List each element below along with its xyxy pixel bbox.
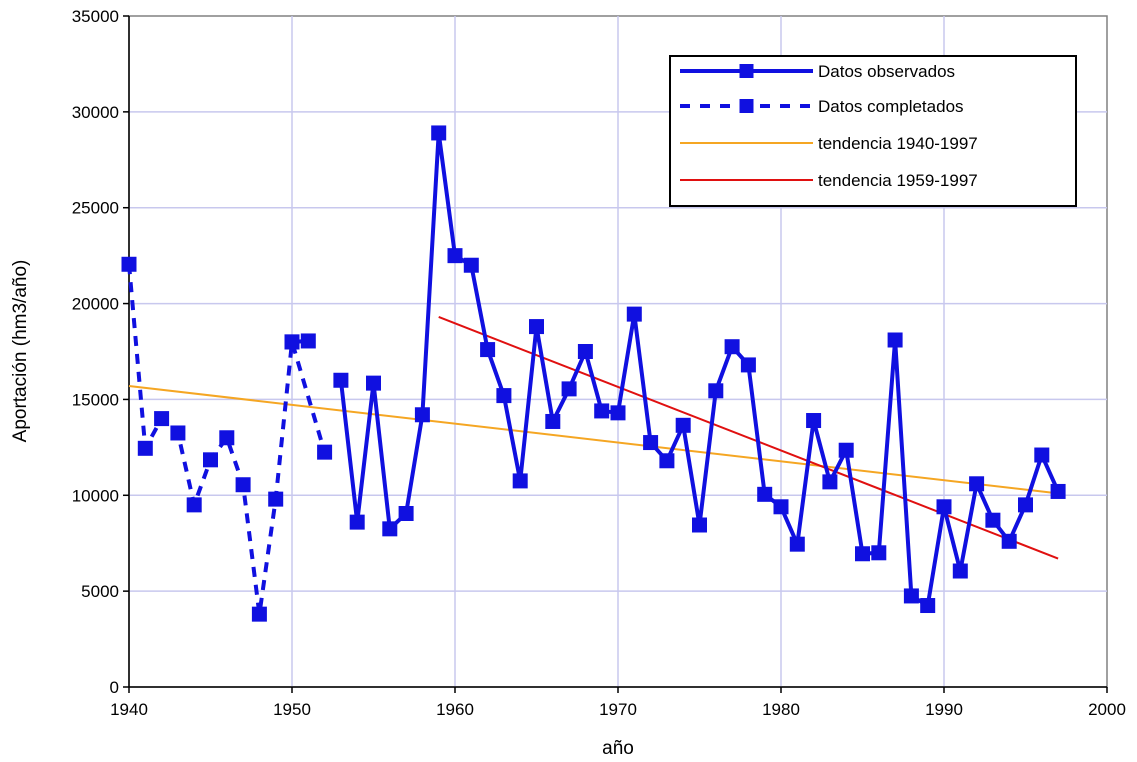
observed-data-point	[626, 306, 642, 322]
legend: Datos observados Datos completados tendenc…	[669, 55, 1077, 207]
observed-data-point	[300, 333, 316, 349]
observed-data-point	[610, 405, 626, 421]
completed-data-point	[203, 452, 218, 468]
observed-data-point	[398, 505, 414, 521]
observed-data-point	[529, 319, 544, 335]
completed-data-point	[154, 411, 170, 427]
observed-data-point	[871, 545, 887, 561]
observed-data-point	[512, 473, 528, 489]
legend-label: Datos observados	[818, 62, 955, 81]
observed-data-point	[692, 517, 707, 533]
observed-data-point	[561, 381, 577, 397]
observed-data-point	[903, 588, 919, 604]
completed-data-point	[137, 440, 153, 456]
observed-data-point	[838, 442, 854, 458]
x-tick-label: 1940	[110, 700, 148, 719]
completed-data-point	[268, 491, 284, 507]
observed-data-point	[594, 403, 610, 419]
legend-label: tendencia 1940-1997	[818, 134, 978, 153]
y-tick-label: 10000	[72, 486, 119, 505]
observed-data-point	[463, 257, 479, 273]
observed-data-point	[447, 248, 463, 264]
x-tick-label: 1980	[762, 700, 800, 719]
y-tick-label: 25000	[72, 199, 119, 218]
observed-data-point	[643, 435, 659, 451]
y-tick-label: 5000	[81, 582, 119, 601]
observed-data-point	[333, 372, 349, 388]
observed-data-point	[806, 413, 822, 429]
x-tick-label: 1950	[273, 700, 311, 719]
observed-data-point	[822, 474, 838, 490]
observed-data-point	[496, 388, 512, 404]
observed-data-point	[1050, 483, 1066, 499]
observed-data-point	[545, 413, 561, 429]
y-tick-label: 35000	[72, 7, 119, 26]
observed-data-point	[366, 375, 381, 391]
observed-data-point	[887, 332, 903, 348]
observed-data-point	[985, 512, 1001, 528]
observed-data-point	[382, 521, 398, 537]
completed-data-point	[170, 425, 186, 441]
observed-data-point	[1018, 497, 1033, 513]
observed-data-point	[659, 453, 675, 469]
y-tick-label: 15000	[72, 390, 119, 409]
completed-data-point	[317, 444, 333, 460]
observed-data-point	[349, 514, 365, 530]
observed-data-point	[708, 383, 724, 399]
observed-data-point	[757, 486, 773, 502]
observed-data-point	[969, 476, 985, 492]
completed-data-point	[121, 256, 137, 272]
observed-data-point	[480, 342, 496, 358]
observed-data-point	[724, 339, 740, 355]
x-tick-label: 1990	[925, 700, 963, 719]
completed-data-point	[235, 477, 251, 493]
y-tick-label: 30000	[72, 103, 119, 122]
observed-data-point	[284, 334, 300, 350]
y-tick-label: 0	[110, 678, 119, 697]
legend-label: Datos completados	[818, 97, 964, 116]
observed-data-point	[920, 598, 936, 614]
observed-data-point	[1034, 447, 1050, 463]
x-tick-label: 1970	[599, 700, 637, 719]
x-tick-label: 1960	[436, 700, 474, 719]
data-series	[121, 125, 1066, 622]
observed-data-point	[936, 499, 952, 515]
completed-data-point	[186, 497, 202, 513]
observed-data-point	[773, 499, 789, 515]
legend-label: tendencia 1959-1997	[818, 171, 978, 190]
grid-lines	[129, 16, 1107, 687]
observed-data-point	[740, 357, 756, 373]
observed-data-point	[431, 125, 447, 141]
y-tick-label: 20000	[72, 295, 119, 314]
observed-data-point	[952, 563, 968, 579]
observed-data-point	[675, 417, 691, 433]
legend-completed-marker	[739, 99, 754, 113]
completed-data-point	[251, 606, 267, 622]
observed-data-point	[855, 546, 870, 562]
x-tick-label: 2000	[1088, 700, 1126, 719]
observed-data-point	[577, 344, 593, 359]
observed-data-point	[789, 536, 805, 552]
axes: 0 5000 10000 15000 20000 25000 30000 35000 1940 1…	[72, 7, 1126, 719]
observed-data-point	[414, 407, 430, 423]
completed-data-point	[219, 430, 235, 446]
y-axis-title: Aportación (hm3/año)	[10, 260, 31, 443]
legend-observed-marker	[739, 64, 754, 78]
x-axis-title: año	[602, 738, 634, 759]
observed-data-point	[1001, 533, 1017, 549]
